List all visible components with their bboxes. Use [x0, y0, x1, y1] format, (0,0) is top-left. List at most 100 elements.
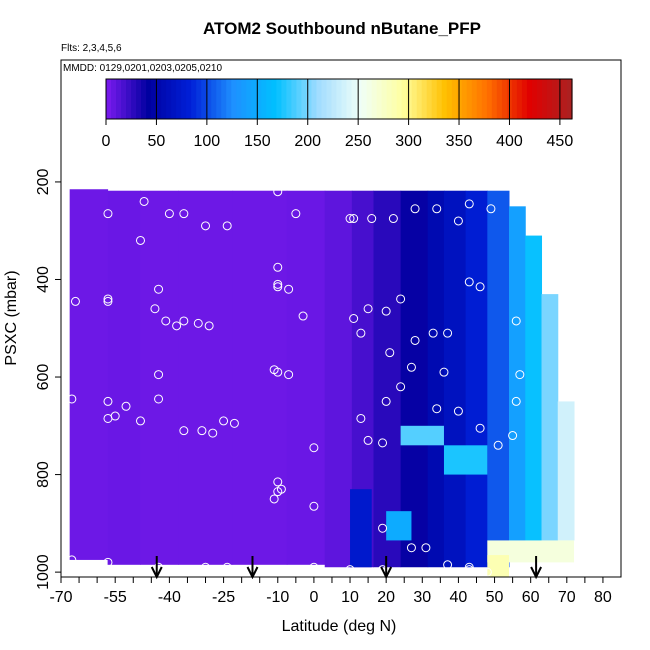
sample-point-12 — [345, 214, 355, 224]
heat-cell-9 — [400, 190, 429, 568]
sample-point-79 — [309, 443, 319, 453]
sample-point-20 — [486, 204, 496, 214]
heat-cell-4 — [232, 190, 288, 565]
x-tick-label-7: 20 — [377, 589, 395, 606]
sample-point-19 — [464, 199, 474, 209]
heat-cell-10 — [427, 190, 445, 568]
y-tick-label-2: 600 — [35, 364, 52, 391]
sample-point-30 — [150, 304, 160, 314]
heat-cell-16 — [541, 294, 559, 546]
sample-point-11 — [291, 209, 301, 219]
colorbar-segment-63 — [421, 79, 428, 119]
colorbar-segment-91 — [561, 79, 568, 119]
colorbar-segment-51 — [361, 79, 368, 119]
colorbar-segment-39 — [301, 79, 308, 119]
colorbar-segment-81 — [511, 79, 518, 119]
colorbar-segment-66 — [436, 79, 443, 119]
colorbar-segment-82 — [516, 79, 523, 119]
sample-point-87 — [421, 543, 431, 553]
sample-point-0 — [152, 160, 162, 170]
y-tick-label-0: 200 — [35, 168, 52, 195]
colorbar-segment-18 — [196, 79, 202, 119]
sample-point-47 — [511, 316, 521, 326]
colorbar-segment-70 — [456, 79, 463, 119]
sample-point-52 — [385, 348, 395, 358]
sample-point-10 — [273, 187, 283, 197]
sample-point-86 — [406, 543, 416, 553]
colorbar-segment-54 — [376, 79, 383, 119]
colorbar-segment-76 — [486, 79, 493, 119]
colorbar-segment-11 — [161, 79, 167, 119]
colorbar-segment-22 — [216, 79, 222, 119]
heat-cell-11 — [443, 190, 467, 568]
flights-subtitle: Flts: 2,3,4,5,6 — [61, 43, 122, 54]
colorbar-segment-83 — [521, 79, 528, 119]
heat-cell-6 — [324, 190, 353, 568]
colorbar-segment-77 — [491, 79, 498, 119]
sample-point-96 — [309, 562, 319, 572]
heat-cell-8 — [373, 190, 402, 568]
x-tick-label-9: 40 — [450, 589, 468, 606]
colorbar-segment-65 — [431, 79, 438, 119]
sample-point-1 — [152, 167, 162, 177]
colorbar-segment-92 — [566, 79, 573, 119]
colorbar-segment-45 — [331, 79, 338, 119]
sample-point-37 — [349, 314, 359, 323]
flight-arrows — [150, 556, 542, 580]
colorbar-segment-5 — [131, 79, 137, 119]
colorbar-segment-37 — [291, 79, 298, 119]
sample-point-54 — [439, 367, 449, 377]
colorbar-segment-87 — [541, 79, 548, 119]
colorbar-segment-36 — [286, 79, 292, 119]
colorbar-segment-13 — [171, 79, 177, 119]
sample-point-7 — [179, 209, 189, 219]
sample-point-57 — [67, 394, 77, 404]
colorbar-segment-27 — [241, 79, 247, 119]
colorbar-segment-41 — [311, 79, 318, 119]
colorbar-segment-84 — [526, 79, 533, 119]
colorbar-segment-23 — [221, 79, 227, 119]
colorbar-segment-17 — [191, 79, 197, 119]
heat-highlight-2 — [400, 425, 444, 446]
sample-point-58 — [103, 396, 113, 406]
colorbar-tick-label-0: 0 — [102, 133, 111, 150]
y-axis-label: PSXC (mbar) — [3, 270, 20, 365]
colorbar-segment-69 — [451, 79, 458, 119]
colorbar-segment-79 — [501, 79, 508, 119]
sample-point-88 — [464, 565, 474, 575]
colorbar-segment-52 — [366, 79, 373, 119]
colorbar-segment-48 — [346, 79, 353, 119]
sample-point-45 — [464, 277, 474, 287]
sample-point-62 — [121, 401, 131, 411]
sample-point-77 — [508, 431, 518, 441]
heat-cell-1 — [107, 190, 141, 565]
colorbar-segment-56 — [386, 79, 393, 119]
y-tick-label-4: 1000 — [35, 554, 52, 590]
sample-point-42 — [410, 335, 420, 345]
sample-point-56 — [396, 382, 406, 392]
chart-title: ATOM2 Southbound nButane_PFP — [203, 19, 481, 38]
sample-point-43 — [428, 328, 438, 338]
y-tick-label-1: 400 — [35, 266, 52, 293]
colorbar-segment-60 — [406, 79, 413, 119]
heat-cell-13 — [487, 190, 510, 568]
colorbar-segment-9 — [151, 79, 157, 119]
colorbar-segment-47 — [341, 79, 348, 119]
x-tick-label-12: 70 — [558, 589, 576, 606]
colorbar-segment-15 — [181, 79, 187, 119]
colorbar-segment-34 — [276, 79, 282, 119]
sample-point-83 — [276, 484, 286, 494]
heat-cell-5 — [286, 190, 326, 565]
colorbar-segment-8 — [146, 79, 152, 119]
colorbar-segment-12 — [166, 79, 172, 119]
sample-point-50 — [269, 365, 279, 375]
sample-point-66 — [208, 428, 218, 438]
sample-point-17 — [432, 204, 442, 214]
heat-cell-0 — [69, 189, 109, 560]
colorbar-segment-85 — [531, 79, 538, 119]
sample-point-65 — [197, 426, 207, 436]
sample-point-80 — [273, 477, 283, 487]
colorbar-segment-2 — [116, 79, 122, 119]
sample-point-95 — [273, 565, 283, 575]
